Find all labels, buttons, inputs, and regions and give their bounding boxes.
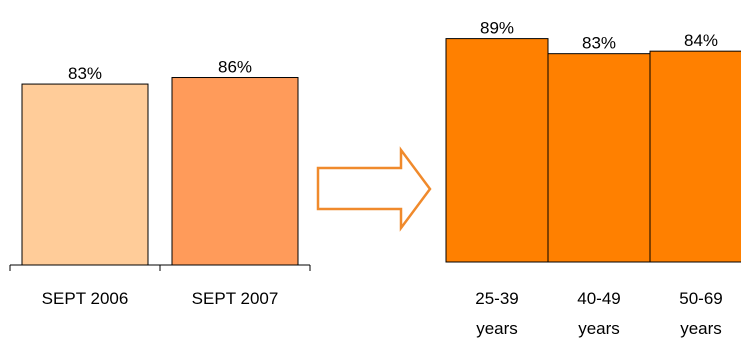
category-label: years [476, 319, 518, 338]
right-bar-chart: 89% 25-39 years 83% 40-49 years 84% 50-69 years [445, 19, 741, 338]
category-label: years [578, 319, 620, 338]
bar [171, 77, 299, 266]
bar [649, 50, 741, 263]
right-arrow-icon [316, 146, 432, 232]
category-label: 50-69 [679, 289, 722, 308]
category-label: years [680, 319, 722, 338]
data-label: 84% [684, 31, 718, 50]
data-label: 83% [68, 64, 102, 83]
left-bar-chart: 83% SEPT 2006 86% SEPT 2007 [9, 58, 311, 308]
category-label: 40-49 [577, 289, 620, 308]
category-label: 25-39 [475, 289, 518, 308]
bar [445, 38, 549, 263]
bar [21, 83, 149, 266]
category-label: SEPT 2007 [192, 289, 279, 308]
data-label: 86% [218, 58, 252, 77]
category-label: SEPT 2006 [42, 289, 129, 308]
data-label: 89% [480, 19, 514, 38]
bar [547, 53, 651, 263]
data-label: 83% [582, 34, 616, 53]
